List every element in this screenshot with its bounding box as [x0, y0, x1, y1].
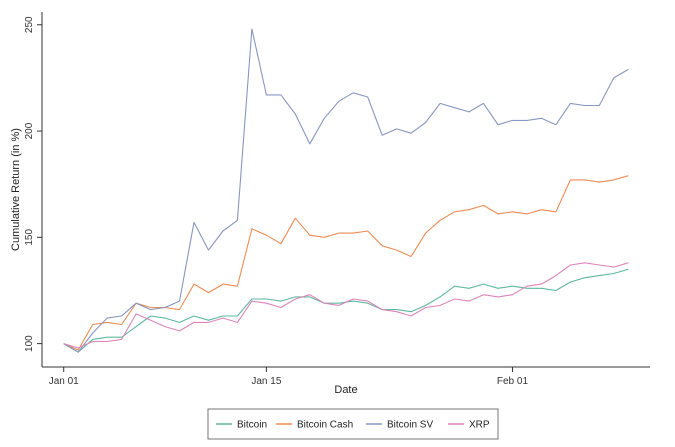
series-line-xrp — [63, 262, 629, 349]
x-ticks: Jan 01 Jan 15 Feb 01 — [49, 367, 529, 387]
series-line-bitcoin-cash — [63, 175, 629, 351]
legend-label: Bitcoin — [237, 420, 267, 431]
legend-label: XRP — [469, 420, 490, 431]
x-tick-label: Jan 15 — [251, 376, 281, 387]
x-tick-label: Feb 01 — [497, 376, 529, 387]
y-ticks: 100 150 200 250 — [24, 16, 42, 352]
x-tick-label: Jan 01 — [49, 376, 79, 387]
series-line-bitcoin-sv — [63, 28, 629, 353]
legend: Bitcoin Bitcoin Cash Bitcoin SV XRP — [207, 408, 499, 440]
legend-label: Bitcoin SV — [387, 420, 433, 431]
y-tick-label: 200 — [24, 122, 35, 139]
y-tick-label: 250 — [24, 16, 35, 33]
legend-label: Bitcoin Cash — [297, 420, 353, 431]
y-axis-title: Cumulative Return (in %) — [10, 128, 22, 251]
series-line-bitcoin — [63, 268, 629, 353]
y-tick-label: 100 — [24, 335, 35, 352]
axes — [41, 12, 650, 368]
x-axis-title: Date — [334, 384, 357, 396]
y-tick-label: 150 — [24, 229, 35, 246]
series-lines — [63, 28, 629, 353]
